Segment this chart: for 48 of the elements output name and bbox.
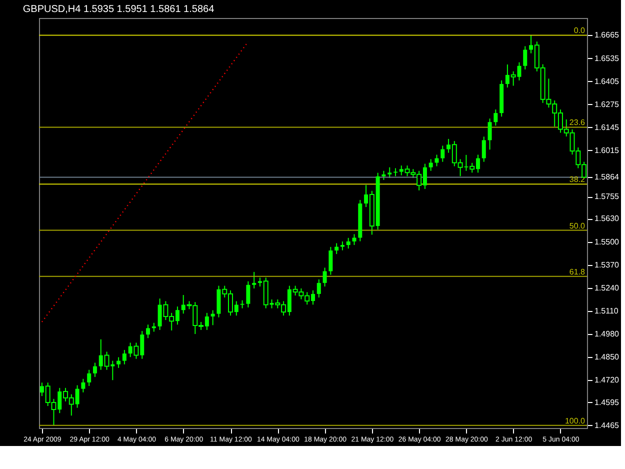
candlestick (87, 369, 92, 386)
y-tick-label: 1.6665 (594, 30, 620, 40)
candlestick (146, 324, 150, 339)
candlestick (352, 234, 356, 246)
annotation: 61.8 (569, 267, 586, 276)
y-tick-label: 1.5630 (594, 214, 620, 224)
y-tick-label: 1.6275 (594, 100, 620, 109)
y-tick-label: 1.4980 (594, 330, 620, 339)
candlestick (116, 356, 121, 368)
y-tick-label: 1.4595 (594, 398, 620, 407)
candlestick (440, 145, 445, 162)
annotation: 0.0 (574, 26, 586, 36)
y-tick-label: 1.5500 (594, 237, 620, 246)
candlestick (316, 278, 321, 298)
y-tick-label: 1.4850 (594, 352, 620, 362)
y-tick-label: 1.4720 (594, 376, 620, 385)
y-tick-label: 1.5864 (594, 172, 620, 182)
candlestick (494, 109, 498, 126)
annotation: 100.0 (564, 416, 586, 426)
candlestick (328, 246, 333, 276)
candlestick (482, 136, 486, 162)
y-tick-label: 1.5755 (594, 192, 620, 202)
y-tick-label: 1.6145 (594, 122, 620, 132)
candlestick (92, 362, 97, 378)
candlestick (322, 267, 327, 287)
candlestick (488, 118, 492, 150)
candlestick (346, 237, 350, 250)
y-tick-label: 1.5110 (594, 306, 619, 316)
annotation: 50.0 (569, 221, 586, 230)
y-tick-label: 1.6015 (594, 146, 620, 155)
y-tick-label: 1.6405 (594, 76, 620, 86)
annotation: 23.6 (569, 118, 586, 128)
y-tick-label: 1.6535 (594, 54, 620, 63)
candlestick (428, 158, 433, 172)
candlestick (210, 310, 215, 326)
candlestick (252, 271, 256, 289)
candlestick (434, 154, 439, 167)
candlestick (523, 46, 528, 70)
candlestick (382, 170, 386, 180)
y-tick-label: 1.4465 (594, 420, 620, 430)
chart-title: GBPUSD,H4 1.5935 1.5951 1.5861 1.5864 (22, 4, 215, 15)
candlestick (334, 242, 339, 255)
y-tick-label: 1.5370 (594, 260, 620, 270)
candlestick (246, 280, 250, 308)
y-tick-label: 1.5240 (594, 283, 620, 292)
candlestick (81, 378, 86, 393)
candlestick (122, 349, 126, 365)
candlestick (388, 166, 392, 178)
